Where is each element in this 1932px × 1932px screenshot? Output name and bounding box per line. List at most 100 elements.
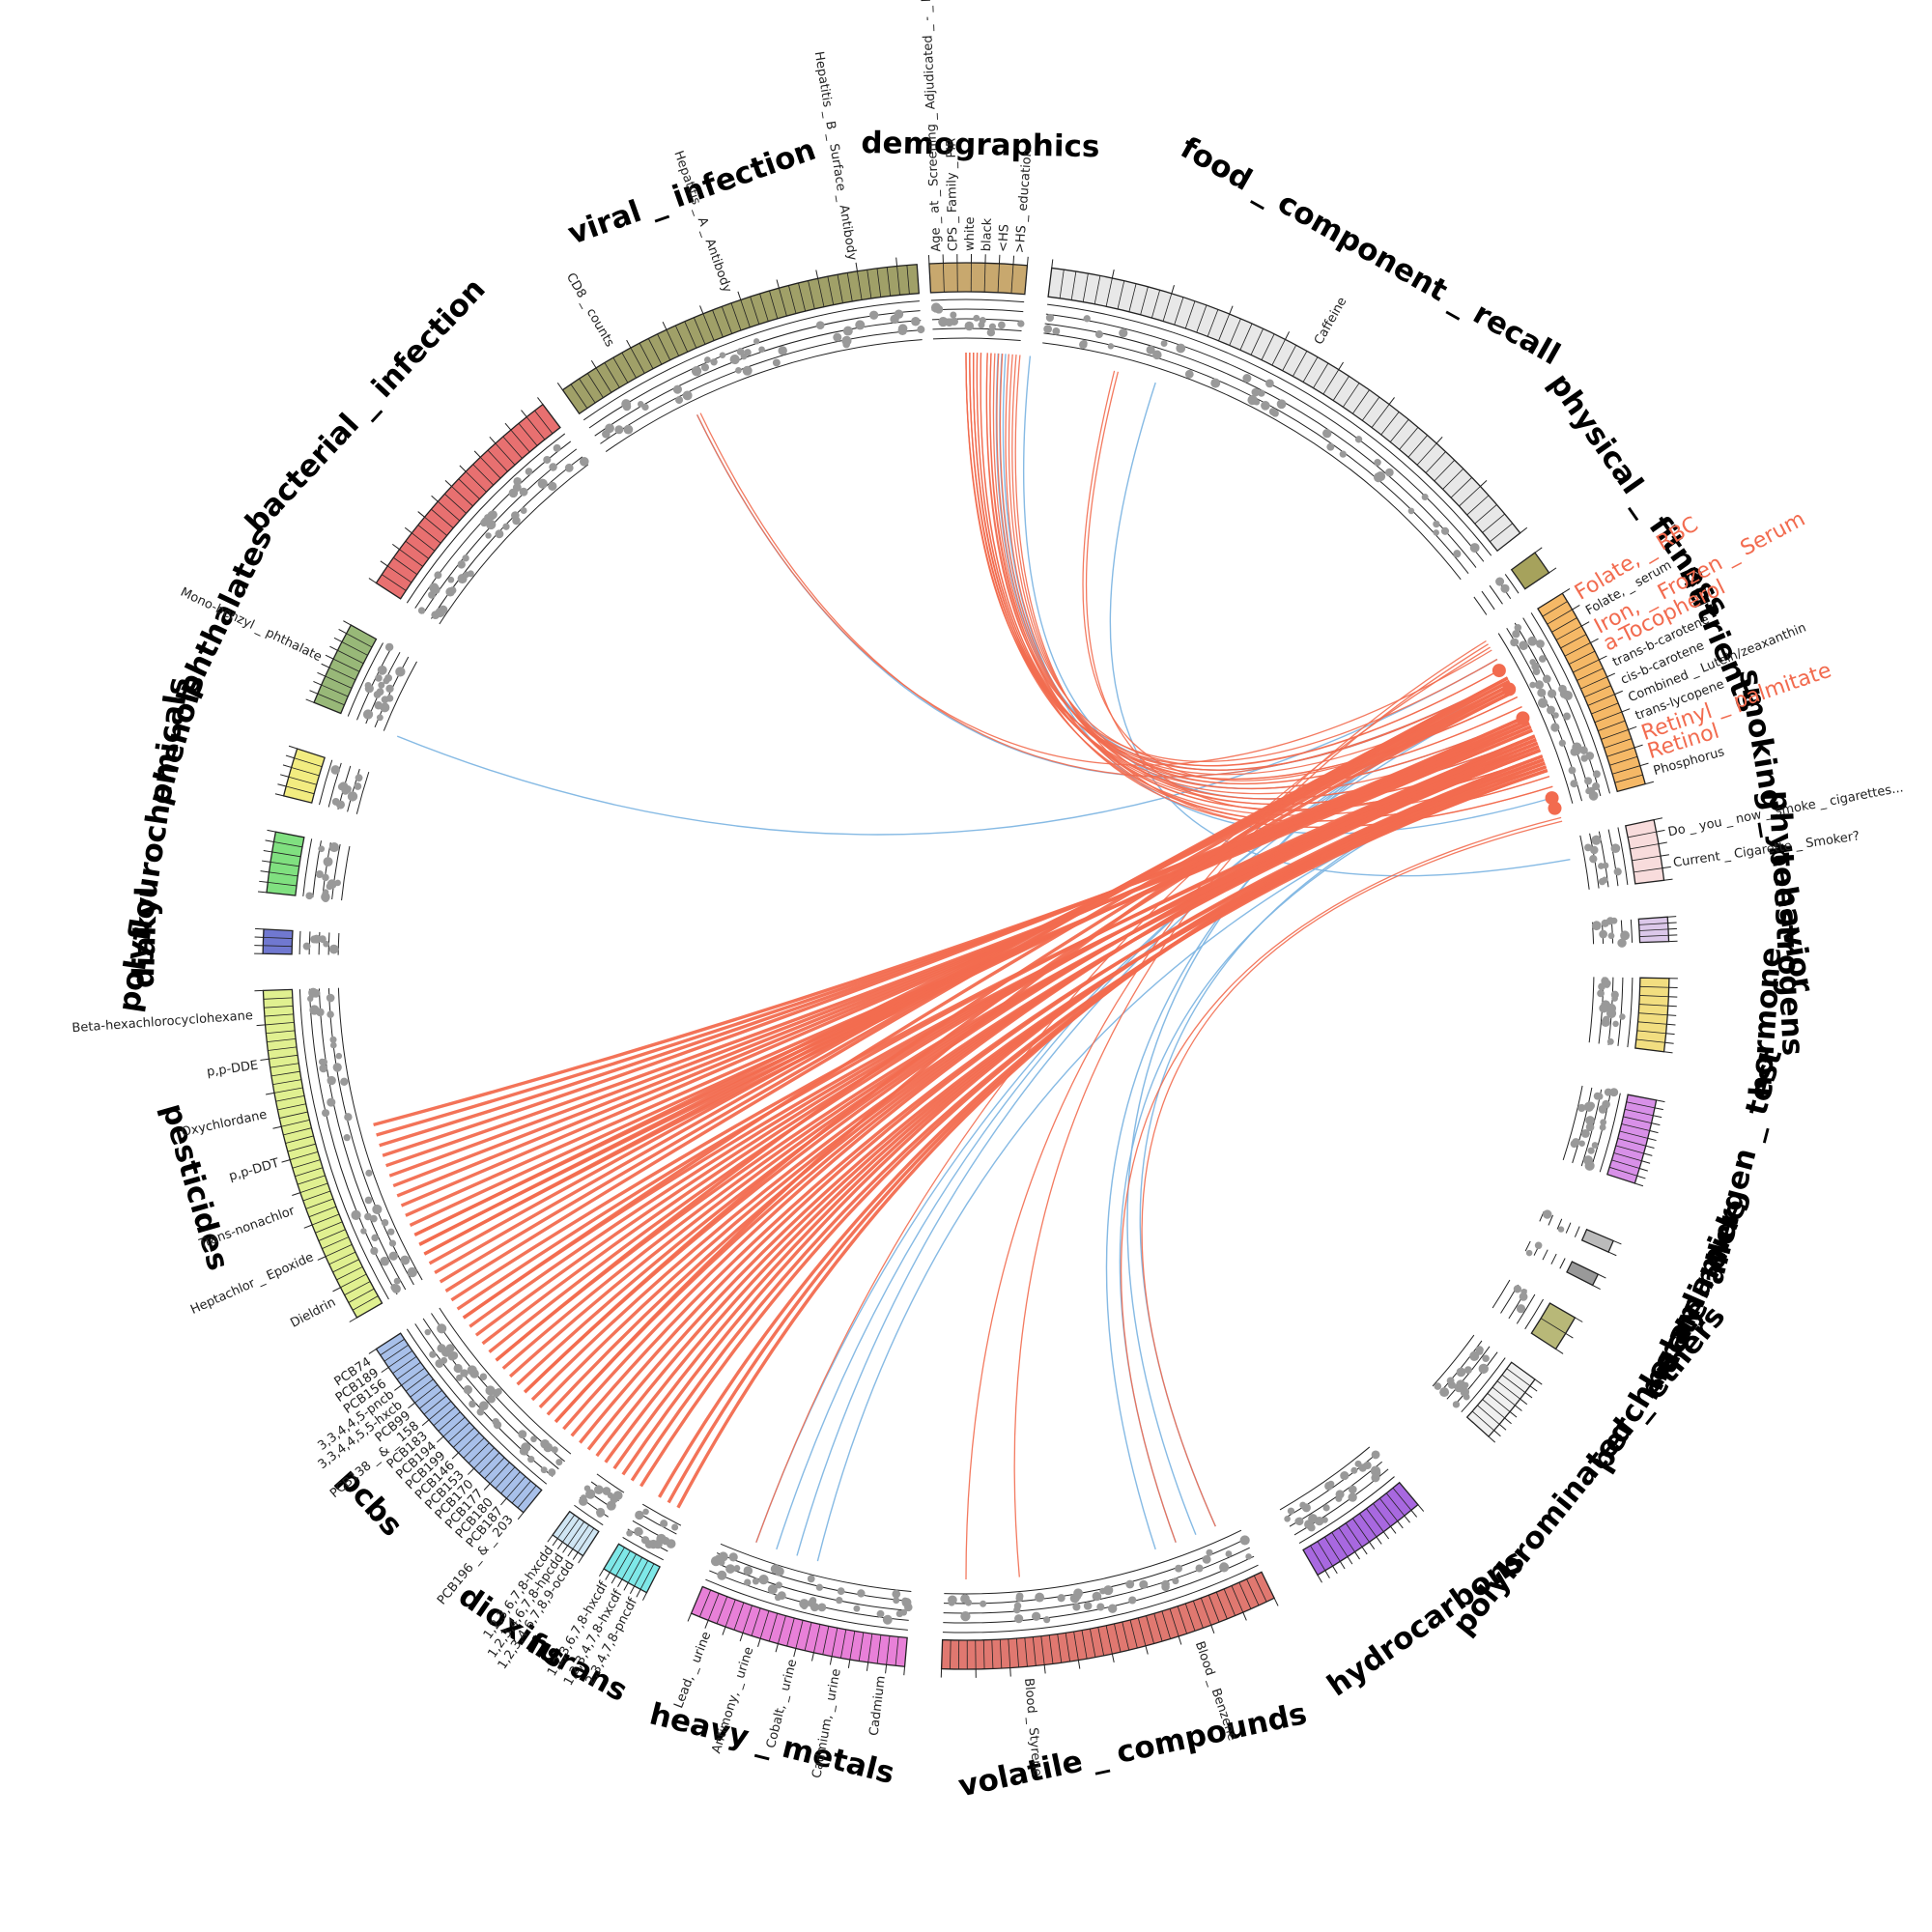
variable-tick: [337, 649, 364, 665]
track-dot: [521, 1442, 531, 1453]
track-dot: [486, 519, 497, 530]
variable-tick: [317, 693, 345, 706]
track-dot: [1495, 577, 1505, 586]
outer-tick: [1667, 1014, 1677, 1016]
track-dot: [344, 1113, 353, 1122]
positive-link-thick: [376, 722, 1530, 1137]
track-dot: [807, 1575, 815, 1583]
variable-tick: [442, 1416, 466, 1437]
track-dot: [322, 895, 329, 903]
outer-tick: [1509, 1411, 1518, 1418]
track-dot: [1340, 1470, 1350, 1481]
outer-tick: [1520, 526, 1528, 534]
track-dot: [437, 1323, 447, 1334]
variable-tick: [1542, 601, 1568, 617]
group-phthalates: [305, 620, 417, 731]
track-line: [439, 1307, 572, 1455]
variable-tick: [895, 1636, 899, 1666]
group-smoking_behavior: [1579, 817, 1673, 890]
variable-tick: [311, 1213, 340, 1226]
track-dot: [362, 709, 374, 720]
variable-tick: [272, 1079, 302, 1086]
variable-tick: [518, 423, 538, 446]
outer-tick: [1504, 1417, 1512, 1425]
variable-tick: [750, 296, 760, 325]
track-dot: [338, 781, 349, 791]
track-line: [1630, 919, 1634, 943]
track-line: [1492, 1279, 1511, 1309]
highlight-node: [1545, 791, 1559, 806]
track-dot: [986, 328, 996, 337]
variable-tick: [526, 416, 546, 440]
group-bar: [940, 1571, 1275, 1670]
outer-tick: [605, 1572, 611, 1580]
variable-tick: [831, 1628, 838, 1657]
highlight-node: [1548, 801, 1562, 815]
variable-tick: [1331, 1532, 1349, 1557]
track-line: [1562, 1085, 1583, 1161]
track-dot: [660, 1520, 668, 1528]
variable-tick: [1090, 1629, 1096, 1658]
track-dot: [555, 1459, 563, 1466]
variable-tick: [1506, 1368, 1531, 1387]
track-dot: [1265, 379, 1274, 388]
outer-tick: [1171, 285, 1175, 294]
variable-tick: [562, 1518, 580, 1543]
group-bar: [262, 988, 384, 1319]
variable-tick: [1128, 283, 1137, 312]
positive-link-thick: [604, 761, 1546, 1463]
track-dot: [1219, 1562, 1230, 1573]
variable-tick: [876, 268, 882, 298]
variable-tick: [1361, 396, 1380, 421]
variable-tick: [285, 1135, 314, 1144]
track-dot: [318, 935, 327, 944]
track-dot: [671, 1523, 679, 1531]
track-dot: [1371, 1450, 1380, 1460]
variable-tick: [268, 1046, 298, 1051]
track-line: [1047, 303, 1492, 556]
track-dot: [980, 1600, 987, 1607]
group-diakyl: [254, 927, 340, 955]
track-dot: [1446, 1377, 1455, 1385]
track-dot: [387, 1228, 395, 1236]
track-dot: [322, 1109, 330, 1118]
track-layer: [254, 254, 1678, 1678]
outer-tick: [1009, 1667, 1011, 1677]
variable-tick: [451, 486, 473, 507]
variable-tick: [511, 1480, 531, 1504]
track-line: [574, 1504, 604, 1526]
variable-tick: [424, 516, 447, 536]
variable-tick: [534, 410, 554, 434]
track-dot: [1580, 754, 1588, 762]
outer-tick: [1663, 1051, 1673, 1054]
track-dot: [1376, 471, 1386, 482]
outer-tick: [1524, 1392, 1533, 1399]
track-dot: [714, 1554, 724, 1564]
variable-tick: [1032, 1636, 1037, 1666]
variable-tick: [876, 1634, 882, 1664]
variable-tick: [1609, 1166, 1637, 1177]
variable-tick: [1317, 1541, 1333, 1567]
track-dot: [700, 363, 710, 372]
outer-tick: [368, 1349, 377, 1354]
track-dot: [312, 934, 322, 944]
outer-tick: [567, 1548, 574, 1557]
group-bar: [1510, 552, 1550, 590]
variable-tick: [788, 285, 797, 314]
variable-tick: [444, 494, 467, 514]
variable-tick: [827, 276, 835, 305]
outer-tick: [1641, 1160, 1651, 1164]
track-dot: [728, 1552, 738, 1562]
track-dot: [1558, 684, 1567, 694]
outer-tick: [265, 839, 274, 842]
track-line: [414, 1323, 554, 1477]
track-dot: [1587, 786, 1596, 795]
outer-tick: [1639, 1168, 1648, 1172]
variable-tick: [1591, 702, 1619, 715]
track-line: [944, 1529, 1242, 1595]
outer-tick: [517, 1512, 525, 1520]
variable-tick: [1598, 720, 1626, 731]
track-dot: [424, 1328, 431, 1336]
track-line: [318, 931, 321, 955]
positive-link-thin: [755, 646, 1491, 1543]
